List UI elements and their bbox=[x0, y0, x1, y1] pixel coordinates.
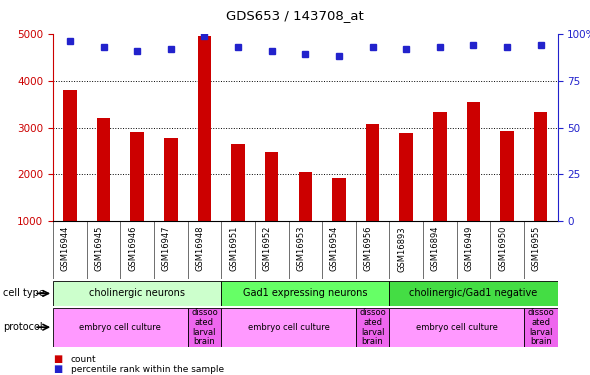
Bar bbox=[332, 178, 346, 221]
Bar bbox=[534, 112, 548, 221]
Text: GSM16955: GSM16955 bbox=[532, 226, 540, 271]
Bar bbox=[433, 112, 447, 221]
Bar bbox=[524, 308, 558, 347]
Text: GSM16950: GSM16950 bbox=[498, 226, 507, 271]
Text: ■: ■ bbox=[53, 354, 63, 364]
Bar bbox=[63, 90, 77, 221]
Text: GSM16944: GSM16944 bbox=[61, 226, 70, 271]
Bar bbox=[265, 152, 278, 221]
Bar bbox=[164, 138, 178, 221]
Bar bbox=[389, 308, 524, 347]
Text: GSM16947: GSM16947 bbox=[162, 226, 171, 272]
Bar bbox=[467, 102, 480, 221]
Text: GSM16948: GSM16948 bbox=[195, 226, 204, 272]
Text: embryo cell culture: embryo cell culture bbox=[248, 322, 329, 332]
Text: ■: ■ bbox=[53, 364, 63, 374]
Bar bbox=[188, 308, 221, 347]
Bar bbox=[389, 281, 558, 306]
Bar bbox=[97, 118, 110, 221]
Text: embryo cell culture: embryo cell culture bbox=[80, 322, 161, 332]
Text: GDS653 / 143708_at: GDS653 / 143708_at bbox=[226, 9, 364, 22]
Bar bbox=[221, 281, 389, 306]
Text: protocol: protocol bbox=[3, 322, 42, 332]
Bar bbox=[221, 308, 356, 347]
Text: cholinergic/Gad1 negative: cholinergic/Gad1 negative bbox=[409, 288, 537, 298]
Text: dissoo
ated
larval
brain: dissoo ated larval brain bbox=[527, 308, 554, 346]
Text: dissoo
ated
larval
brain: dissoo ated larval brain bbox=[191, 308, 218, 346]
Bar bbox=[299, 172, 312, 221]
Text: Gad1 expressing neurons: Gad1 expressing neurons bbox=[243, 288, 368, 298]
Text: percentile rank within the sample: percentile rank within the sample bbox=[71, 365, 224, 374]
Text: GSM16946: GSM16946 bbox=[128, 226, 137, 272]
Text: cell type: cell type bbox=[3, 288, 45, 298]
Bar bbox=[53, 281, 221, 306]
Text: cholinergic neurons: cholinergic neurons bbox=[89, 288, 185, 298]
Text: GSM16949: GSM16949 bbox=[464, 226, 473, 271]
Text: dissoo
ated
larval
brain: dissoo ated larval brain bbox=[359, 308, 386, 346]
Bar bbox=[366, 124, 379, 221]
Text: GSM16953: GSM16953 bbox=[296, 226, 305, 272]
Bar bbox=[500, 131, 514, 221]
Text: GSM16945: GSM16945 bbox=[94, 226, 103, 271]
Bar bbox=[399, 133, 413, 221]
Text: GSM16956: GSM16956 bbox=[363, 226, 372, 272]
Bar bbox=[53, 308, 188, 347]
Text: GSM16954: GSM16954 bbox=[330, 226, 339, 271]
Text: GSM16951: GSM16951 bbox=[229, 226, 238, 271]
Bar bbox=[130, 132, 144, 221]
Text: count: count bbox=[71, 355, 96, 364]
Text: GSM16893: GSM16893 bbox=[397, 226, 406, 272]
Bar bbox=[198, 36, 211, 221]
Bar bbox=[356, 308, 389, 347]
Bar bbox=[231, 144, 245, 221]
Text: GSM16952: GSM16952 bbox=[263, 226, 271, 271]
Text: embryo cell culture: embryo cell culture bbox=[416, 322, 497, 332]
Text: GSM16894: GSM16894 bbox=[431, 226, 440, 272]
